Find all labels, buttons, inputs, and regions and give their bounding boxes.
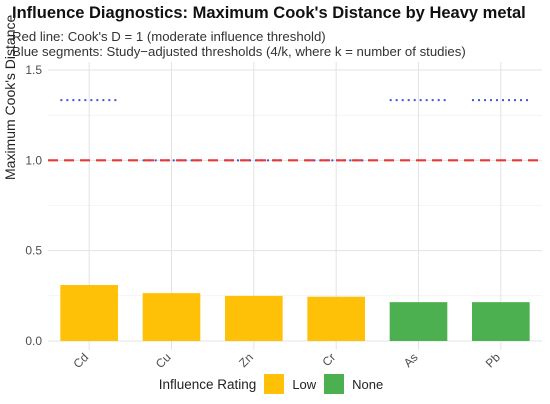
bar-cu bbox=[142, 293, 201, 341]
x-tick-label-pb: Pb bbox=[483, 350, 504, 371]
legend-label-low: Low bbox=[292, 376, 317, 392]
bar-as bbox=[389, 302, 448, 341]
bar-pb bbox=[472, 302, 530, 341]
y-tick-label: 0.0 bbox=[25, 334, 42, 348]
y-tick-label: 1.5 bbox=[25, 63, 42, 77]
legend-item-low: Low bbox=[264, 374, 316, 394]
legend-title: Influence Rating bbox=[158, 376, 257, 392]
y-tick-label: 1.0 bbox=[25, 153, 42, 167]
legend: Influence Rating Low None bbox=[0, 374, 550, 394]
legend-item-none: None bbox=[324, 374, 383, 394]
chart-title: Influence Diagnostics: Maximum Cook's Di… bbox=[12, 4, 526, 22]
bar-cd bbox=[60, 284, 118, 341]
x-tick-label-cd: Cd bbox=[71, 350, 92, 371]
legend-swatch-low bbox=[264, 374, 285, 394]
chart-subtitle-line-1: Red line: Cook's D = 1 (moderate influen… bbox=[12, 29, 326, 44]
bar-zn bbox=[225, 295, 283, 341]
y-tick-label: 0.5 bbox=[25, 244, 42, 258]
x-tick-label-cr: Cr bbox=[319, 350, 338, 369]
legend-label-none: None bbox=[352, 376, 384, 392]
x-tick-label-as: As bbox=[401, 350, 421, 370]
x-tick-label-zn: Zn bbox=[236, 350, 256, 370]
bar-cr bbox=[307, 296, 365, 341]
chart-subtitle-line-2: Blue segments: Study−adjusted thresholds… bbox=[12, 44, 466, 59]
x-tick-label-cu: Cu bbox=[153, 350, 174, 371]
legend-swatch-none bbox=[324, 374, 345, 394]
